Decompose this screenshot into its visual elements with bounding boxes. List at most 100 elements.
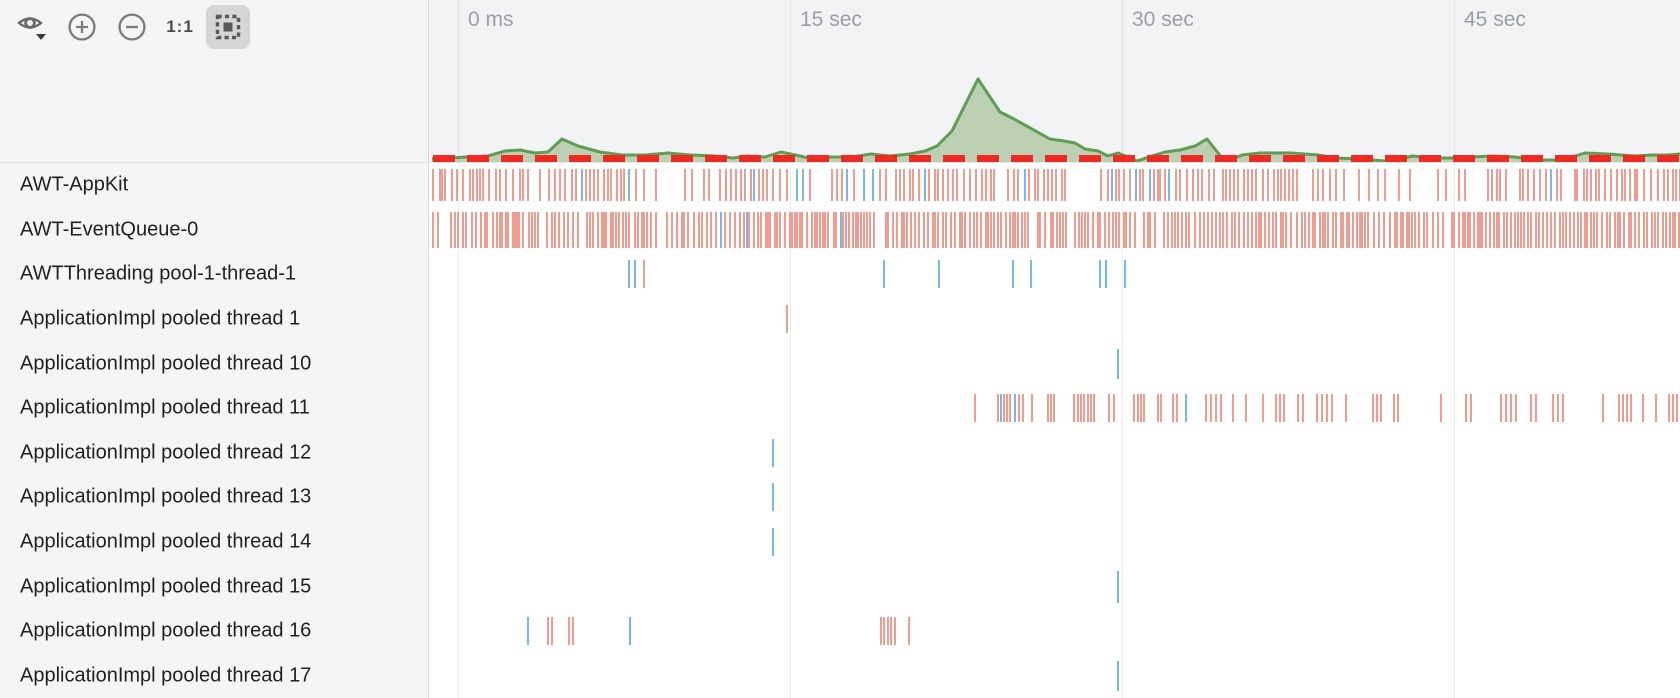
event-tick[interactable] <box>1661 211 1664 248</box>
event-tick[interactable] <box>1515 394 1517 423</box>
event-tick[interactable] <box>958 211 961 248</box>
event-tick[interactable] <box>1290 211 1293 248</box>
event-tick[interactable] <box>1061 211 1064 248</box>
event-tick[interactable] <box>1332 211 1335 248</box>
event-tick[interactable] <box>989 169 992 202</box>
event-tick[interactable] <box>1191 169 1194 202</box>
event-tick[interactable] <box>548 169 550 202</box>
event-tick[interactable] <box>1114 211 1117 248</box>
event-tick[interactable] <box>765 169 768 202</box>
event-tick[interactable] <box>1527 211 1530 248</box>
event-tick[interactable] <box>1544 169 1547 202</box>
thread-track-row[interactable] <box>429 653 1680 698</box>
event-tick[interactable] <box>1281 211 1284 248</box>
event-tick[interactable] <box>1050 394 1052 423</box>
event-tick[interactable] <box>1552 394 1554 423</box>
event-tick[interactable] <box>518 169 521 202</box>
event-tick[interactable] <box>1316 394 1318 423</box>
event-tick[interactable] <box>894 617 896 646</box>
event-tick[interactable] <box>887 211 890 248</box>
event-tick[interactable] <box>633 211 636 248</box>
event-tick[interactable] <box>1087 211 1090 248</box>
event-tick[interactable] <box>449 211 452 248</box>
event-tick[interactable] <box>533 211 536 248</box>
event-tick[interactable] <box>1222 169 1224 202</box>
event-tick[interactable] <box>1059 211 1062 248</box>
event-tick[interactable] <box>854 211 857 248</box>
event-tick[interactable] <box>516 211 519 248</box>
event-tick[interactable] <box>1441 211 1444 248</box>
event-tick[interactable] <box>791 211 794 248</box>
event-tick[interactable] <box>628 211 631 248</box>
event-tick[interactable] <box>1202 211 1205 248</box>
event-tick[interactable] <box>1218 211 1221 248</box>
event-tick[interactable] <box>621 211 624 248</box>
reset-zoom-button[interactable]: 1:1 <box>160 5 200 49</box>
event-tick[interactable] <box>625 211 628 248</box>
event-tick[interactable] <box>596 211 599 248</box>
event-tick[interactable] <box>1609 169 1612 202</box>
event-tick[interactable] <box>1247 169 1250 202</box>
event-tick[interactable] <box>1583 169 1586 202</box>
event-tick[interactable] <box>1616 169 1619 202</box>
event-tick[interactable] <box>1122 169 1125 202</box>
event-tick[interactable] <box>1535 394 1537 423</box>
event-tick[interactable] <box>1148 211 1151 248</box>
event-tick[interactable] <box>931 211 934 248</box>
zoom-out-button[interactable] <box>110 5 154 49</box>
event-tick[interactable] <box>603 211 606 248</box>
event-tick[interactable] <box>588 211 591 248</box>
event-tick[interactable] <box>701 211 704 248</box>
event-tick[interactable] <box>1408 211 1411 248</box>
thread-track-row[interactable] <box>429 297 1680 342</box>
event-tick[interactable] <box>1623 211 1626 248</box>
event-tick[interactable] <box>518 211 521 248</box>
event-tick[interactable] <box>1122 211 1125 248</box>
event-tick[interactable] <box>568 617 570 646</box>
event-tick[interactable] <box>1495 211 1498 248</box>
event-tick[interactable] <box>550 211 553 248</box>
thread-label[interactable]: ApplicationImpl pooled thread 1 <box>20 307 301 330</box>
event-tick[interactable] <box>1499 169 1502 202</box>
event-tick[interactable] <box>1395 211 1398 248</box>
event-tick[interactable] <box>1568 211 1571 248</box>
event-tick[interactable] <box>588 169 591 202</box>
event-tick[interactable] <box>816 211 819 248</box>
event-tick[interactable] <box>964 211 967 248</box>
event-tick[interactable] <box>1326 394 1328 423</box>
event-tick[interactable] <box>655 169 658 202</box>
event-tick[interactable] <box>622 169 625 202</box>
thread-track-row[interactable] <box>429 475 1680 520</box>
thread-track-row[interactable] <box>429 609 1680 654</box>
event-tick[interactable] <box>719 169 722 202</box>
event-tick[interactable] <box>1579 211 1582 248</box>
event-tick[interactable] <box>1093 394 1095 423</box>
event-tick[interactable] <box>1541 211 1544 248</box>
event-tick[interactable] <box>538 169 541 202</box>
event-tick[interactable] <box>730 169 732 202</box>
event-tick[interactable] <box>1357 169 1360 202</box>
event-tick[interactable] <box>938 260 940 289</box>
event-tick[interactable] <box>609 169 612 202</box>
event-tick[interactable] <box>465 211 468 248</box>
event-tick[interactable] <box>1044 211 1047 248</box>
event-tick[interactable] <box>1031 394 1033 423</box>
event-tick[interactable] <box>961 211 964 248</box>
event-tick[interactable] <box>1245 394 1247 423</box>
event-tick[interactable] <box>725 169 728 202</box>
event-tick[interactable] <box>1646 211 1649 248</box>
event-tick[interactable] <box>1115 169 1118 202</box>
event-tick[interactable] <box>1413 211 1416 248</box>
event-tick[interactable] <box>871 169 874 202</box>
event-tick[interactable] <box>1601 211 1604 248</box>
event-tick[interactable] <box>1372 394 1374 423</box>
event-tick[interactable] <box>1651 211 1654 248</box>
event-tick[interactable] <box>1099 260 1101 289</box>
event-tick[interactable] <box>437 211 440 248</box>
event-tick[interactable] <box>498 211 501 248</box>
event-tick[interactable] <box>1613 211 1616 248</box>
event-tick[interactable] <box>1108 211 1111 248</box>
event-tick[interactable] <box>1326 211 1329 248</box>
event-tick[interactable] <box>1328 169 1331 202</box>
event-tick[interactable] <box>1279 211 1282 248</box>
